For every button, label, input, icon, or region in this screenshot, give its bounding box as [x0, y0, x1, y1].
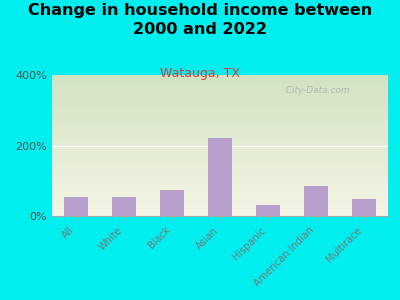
Bar: [304, 186, 328, 216]
Text: City-Data.com: City-Data.com: [280, 86, 350, 95]
Text: Watauga, TX: Watauga, TX: [160, 68, 240, 80]
Text: Change in household income between
2000 and 2022: Change in household income between 2000 …: [28, 3, 372, 37]
Bar: [256, 205, 280, 216]
Bar: [160, 190, 184, 216]
Bar: [112, 196, 136, 216]
Bar: [208, 138, 232, 216]
Bar: [64, 196, 88, 216]
Bar: [352, 199, 376, 216]
